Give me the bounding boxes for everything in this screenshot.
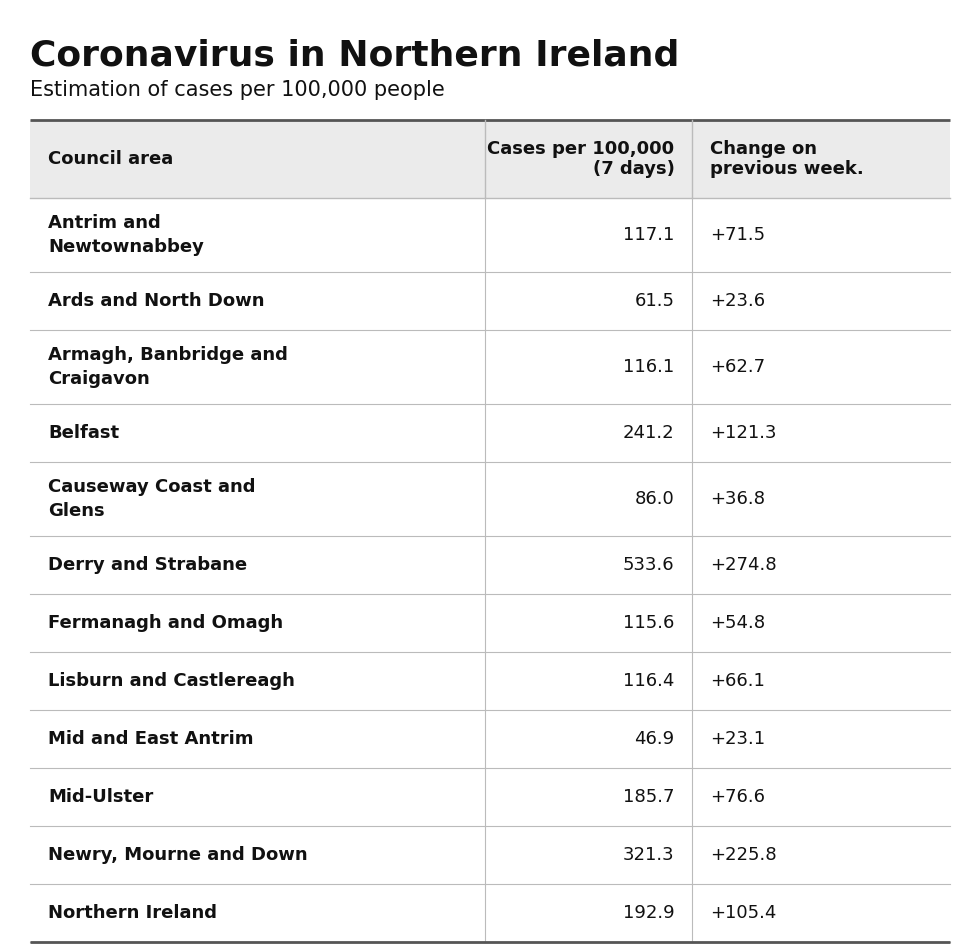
Text: Causeway Coast and
Glens: Causeway Coast and Glens <box>48 478 256 520</box>
Text: +66.1: +66.1 <box>711 672 765 690</box>
Bar <box>30 536 950 594</box>
Bar <box>30 462 950 536</box>
Bar <box>30 594 950 652</box>
Text: Coronavirus in Northern Ireland: Coronavirus in Northern Ireland <box>30 38 679 72</box>
Bar <box>30 120 950 198</box>
Bar <box>30 404 950 462</box>
Text: Fermanagh and Omagh: Fermanagh and Omagh <box>48 614 283 632</box>
Text: +23.6: +23.6 <box>711 292 765 310</box>
Text: +76.6: +76.6 <box>711 788 765 806</box>
Text: Lisburn and Castlereagh: Lisburn and Castlereagh <box>48 672 295 690</box>
Text: +225.8: +225.8 <box>711 846 777 864</box>
Text: Northern Ireland: Northern Ireland <box>48 904 217 922</box>
Bar <box>30 884 950 942</box>
Text: 46.9: 46.9 <box>634 730 674 748</box>
Text: 241.2: 241.2 <box>623 424 674 442</box>
Text: Ards and North Down: Ards and North Down <box>48 292 264 310</box>
Text: Cases per 100,000
(7 days): Cases per 100,000 (7 days) <box>487 140 674 179</box>
Text: +36.8: +36.8 <box>711 490 765 508</box>
Text: +105.4: +105.4 <box>711 904 777 922</box>
Text: Newry, Mourne and Down: Newry, Mourne and Down <box>48 846 307 864</box>
Text: Estimation of cases per 100,000 people: Estimation of cases per 100,000 people <box>30 80 445 100</box>
Text: 185.7: 185.7 <box>623 788 674 806</box>
Text: 117.1: 117.1 <box>623 226 674 244</box>
Bar <box>30 198 950 272</box>
Text: Belfast: Belfast <box>48 424 119 442</box>
Bar <box>30 826 950 884</box>
Text: Change on
previous week.: Change on previous week. <box>711 140 864 179</box>
Text: 321.3: 321.3 <box>623 846 674 864</box>
Text: 115.6: 115.6 <box>623 614 674 632</box>
Text: Mid and East Antrim: Mid and East Antrim <box>48 730 254 748</box>
Text: 61.5: 61.5 <box>634 292 674 310</box>
Text: Armagh, Banbridge and
Craigavon: Armagh, Banbridge and Craigavon <box>48 346 288 388</box>
Text: +274.8: +274.8 <box>711 556 777 574</box>
Text: Derry and Strabane: Derry and Strabane <box>48 556 247 574</box>
Text: +71.5: +71.5 <box>711 226 765 244</box>
Bar <box>30 272 950 330</box>
Text: +121.3: +121.3 <box>711 424 777 442</box>
Text: +62.7: +62.7 <box>711 358 765 376</box>
Bar <box>30 330 950 404</box>
Bar <box>30 652 950 710</box>
Text: 533.6: 533.6 <box>623 556 674 574</box>
Text: 86.0: 86.0 <box>634 490 674 508</box>
Bar <box>30 710 950 768</box>
Text: +54.8: +54.8 <box>711 614 765 632</box>
Text: +23.1: +23.1 <box>711 730 765 748</box>
Text: Antrim and
Newtownabbey: Antrim and Newtownabbey <box>48 214 204 256</box>
Text: 116.1: 116.1 <box>623 358 674 376</box>
Text: Council area: Council area <box>48 150 174 168</box>
Text: 116.4: 116.4 <box>623 672 674 690</box>
Text: 192.9: 192.9 <box>623 904 674 922</box>
Bar <box>30 768 950 826</box>
Text: Mid-Ulster: Mid-Ulster <box>48 788 153 806</box>
